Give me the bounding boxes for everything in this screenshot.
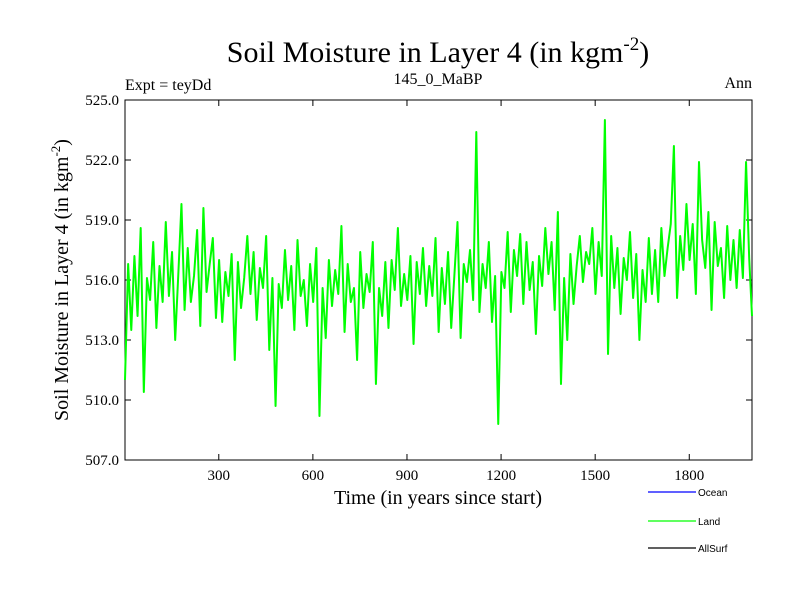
y-axis: 507.0 510.0 513.0 516.0 519.0 522.0 525.0	[85, 93, 752, 469]
x-axis-label: Time (in years since start)	[334, 487, 542, 509]
y-axis-label-close: )	[51, 139, 73, 146]
subtitle-left: Expt = teyDd	[125, 77, 211, 94]
x-tick-label: 1500	[580, 468, 610, 484]
y-tick-label: 510.0	[85, 393, 119, 409]
legend: Ocean Land AllSurf	[648, 488, 728, 555]
x-tick-label: 900	[396, 468, 419, 484]
x-tick-label: 600	[302, 468, 325, 484]
subtitle-right: Ann	[724, 75, 752, 92]
series-line-land	[124, 119, 753, 425]
y-tick-label: 519.0	[85, 213, 119, 229]
x-tick-label: 300	[208, 468, 231, 484]
series-group	[124, 119, 753, 425]
y-tick-label: 507.0	[85, 453, 119, 469]
y-tick-label: 516.0	[85, 273, 119, 289]
y-tick-label: 525.0	[85, 93, 119, 109]
x-axis: 300 600 900 1200 1500 1800	[208, 100, 704, 484]
plot-frame	[124, 99, 753, 461]
subtitle-center: 145_0_MaBP	[394, 71, 483, 88]
legend-label-allsurf: AllSurf	[698, 544, 728, 555]
chart-title: Soil Moisture in Layer 4 (in kgm-2)	[227, 34, 649, 69]
chart-title-superscript: -2	[623, 34, 639, 55]
x-tick-label: 1800	[674, 468, 704, 484]
chart-title-close: )	[639, 36, 649, 69]
y-axis-label-superscript: -2	[48, 146, 63, 157]
y-tick-label: 522.0	[85, 153, 119, 169]
legend-label-ocean: Ocean	[698, 488, 727, 499]
legend-label-land: Land	[698, 517, 720, 528]
x-tick-label: 1200	[486, 468, 516, 484]
y-axis-label: Soil Moisture in Layer 4 (in kgm-2)	[48, 139, 73, 421]
y-tick-label: 513.0	[85, 333, 119, 349]
